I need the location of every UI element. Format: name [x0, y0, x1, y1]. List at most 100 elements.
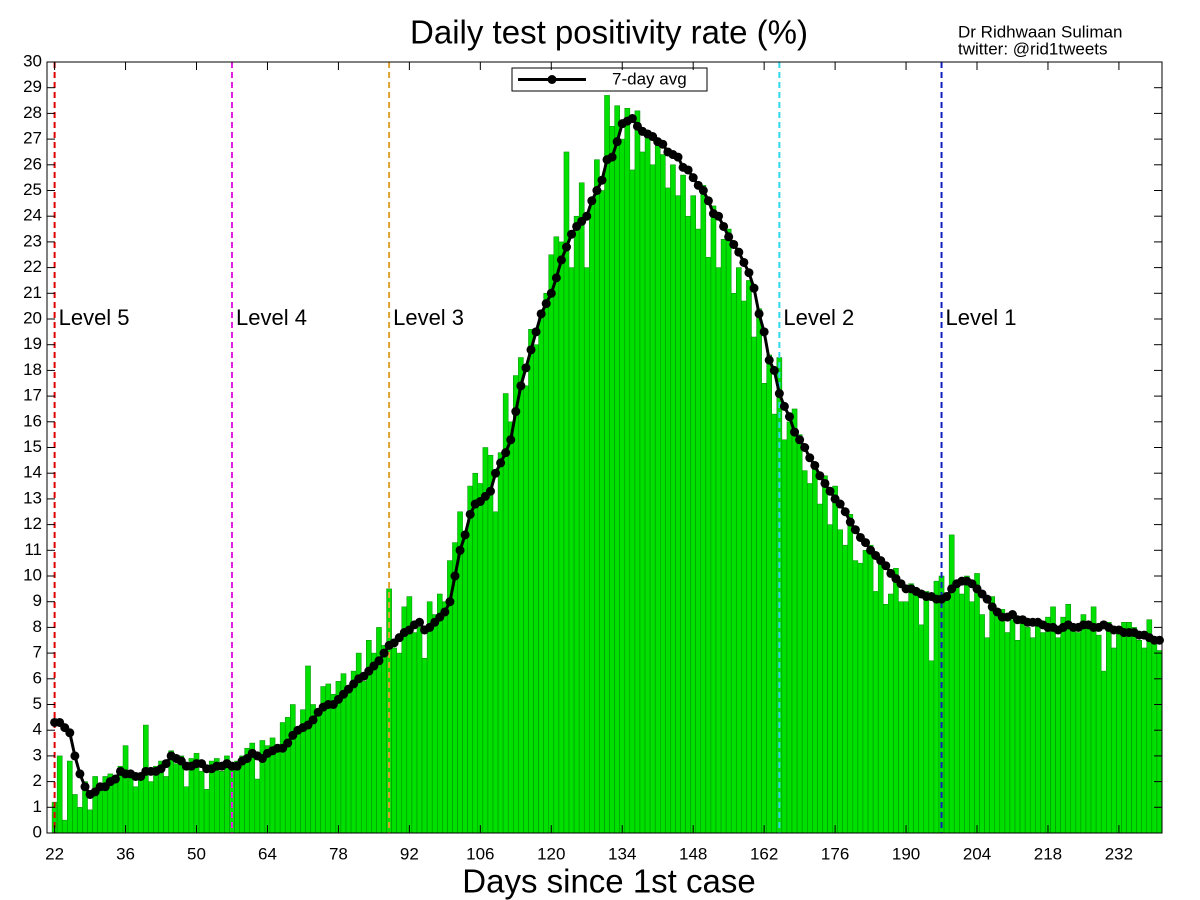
bar	[715, 267, 722, 834]
y-tick-label: 30	[23, 51, 42, 70]
y-tick-label: 4	[33, 720, 42, 739]
avg-marker	[982, 594, 992, 604]
bar	[903, 601, 909, 834]
bar	[477, 483, 484, 834]
bar	[538, 311, 544, 834]
avg-marker	[779, 401, 789, 411]
bar	[660, 154, 666, 834]
avg-marker	[840, 507, 850, 517]
avg-marker	[65, 728, 75, 738]
bar	[720, 239, 727, 834]
avg-marker	[627, 114, 637, 124]
x-tick-label: 106	[466, 844, 494, 863]
bar	[680, 174, 686, 834]
avg-marker	[749, 283, 759, 293]
y-tick-label: 21	[23, 283, 42, 302]
bar	[898, 601, 904, 834]
avg-marker	[942, 592, 952, 602]
avg-marker	[607, 152, 617, 162]
bar	[1116, 632, 1122, 834]
bar	[1029, 637, 1036, 834]
avg-marker	[703, 196, 713, 206]
chart-title: Daily test positivity rate (%)	[410, 14, 808, 51]
bar	[948, 534, 955, 834]
bar	[908, 583, 914, 834]
x-tick-label: 232	[1105, 844, 1133, 863]
avg-marker	[567, 229, 577, 239]
bar	[675, 195, 681, 834]
bar	[122, 745, 129, 834]
bar	[654, 138, 661, 834]
y-tick-label: 24	[23, 206, 42, 225]
x-tick-label: 176	[821, 844, 849, 863]
bar	[1070, 629, 1077, 834]
avg-marker	[501, 448, 511, 458]
y-tick-label: 11	[24, 540, 42, 559]
legend-label: 7-day avg	[612, 69, 687, 88]
avg-marker	[526, 345, 536, 355]
bar	[604, 95, 610, 834]
level-label: Level 1	[946, 305, 1017, 330]
bar	[852, 560, 859, 834]
bar	[670, 164, 676, 834]
avg-marker	[546, 288, 556, 298]
avg-marker	[551, 273, 561, 283]
avg-marker	[734, 247, 744, 257]
bar	[97, 789, 103, 834]
y-tick-label: 18	[23, 360, 42, 379]
bar	[330, 693, 337, 834]
bar	[1136, 640, 1142, 834]
avg-marker	[491, 468, 501, 478]
bar	[741, 300, 747, 834]
bar	[695, 228, 702, 834]
avg-marker	[485, 486, 495, 496]
bar	[112, 781, 119, 834]
avg-marker	[455, 545, 465, 555]
bar	[730, 293, 737, 834]
bar	[639, 151, 646, 834]
bar	[507, 421, 514, 834]
bar	[1126, 622, 1132, 834]
x-tick-label: 134	[608, 844, 636, 863]
attribution: Dr Ridhwaan Suliman	[958, 22, 1122, 41]
bar	[568, 267, 575, 834]
y-tick-label: 7	[33, 643, 42, 662]
avg-marker	[597, 175, 607, 185]
bar	[1060, 616, 1066, 834]
bar	[685, 215, 691, 834]
avg-marker	[587, 196, 597, 206]
y-tick-label: 1	[33, 797, 42, 816]
bar	[644, 133, 651, 834]
y-tick-label: 8	[33, 617, 42, 636]
bar	[589, 203, 595, 834]
bar	[442, 601, 448, 834]
bar	[203, 789, 210, 834]
avg-marker	[810, 460, 820, 470]
bar	[426, 601, 433, 834]
bar	[609, 126, 615, 834]
bar	[518, 357, 524, 834]
avg-marker	[582, 211, 592, 221]
avg-marker	[759, 327, 769, 337]
bar	[989, 596, 996, 834]
y-tick-label: 0	[33, 822, 42, 841]
avg-marker	[835, 499, 845, 509]
bar	[1050, 606, 1056, 834]
bar	[558, 241, 565, 834]
y-tick-label: 15	[23, 437, 42, 456]
x-tick-label: 218	[1034, 844, 1062, 863]
avg-marker	[688, 173, 698, 183]
avg-marker	[80, 782, 90, 792]
bar	[710, 205, 717, 834]
bar	[523, 385, 529, 834]
x-tick-label: 120	[537, 844, 565, 863]
bar	[761, 383, 767, 834]
legend-marker	[547, 75, 557, 84]
bar	[806, 483, 813, 834]
bar	[847, 514, 854, 834]
x-axis-label: Days since 1st case	[462, 863, 755, 900]
bar	[1100, 670, 1107, 834]
avg-marker	[75, 769, 85, 779]
bar	[1014, 640, 1021, 834]
